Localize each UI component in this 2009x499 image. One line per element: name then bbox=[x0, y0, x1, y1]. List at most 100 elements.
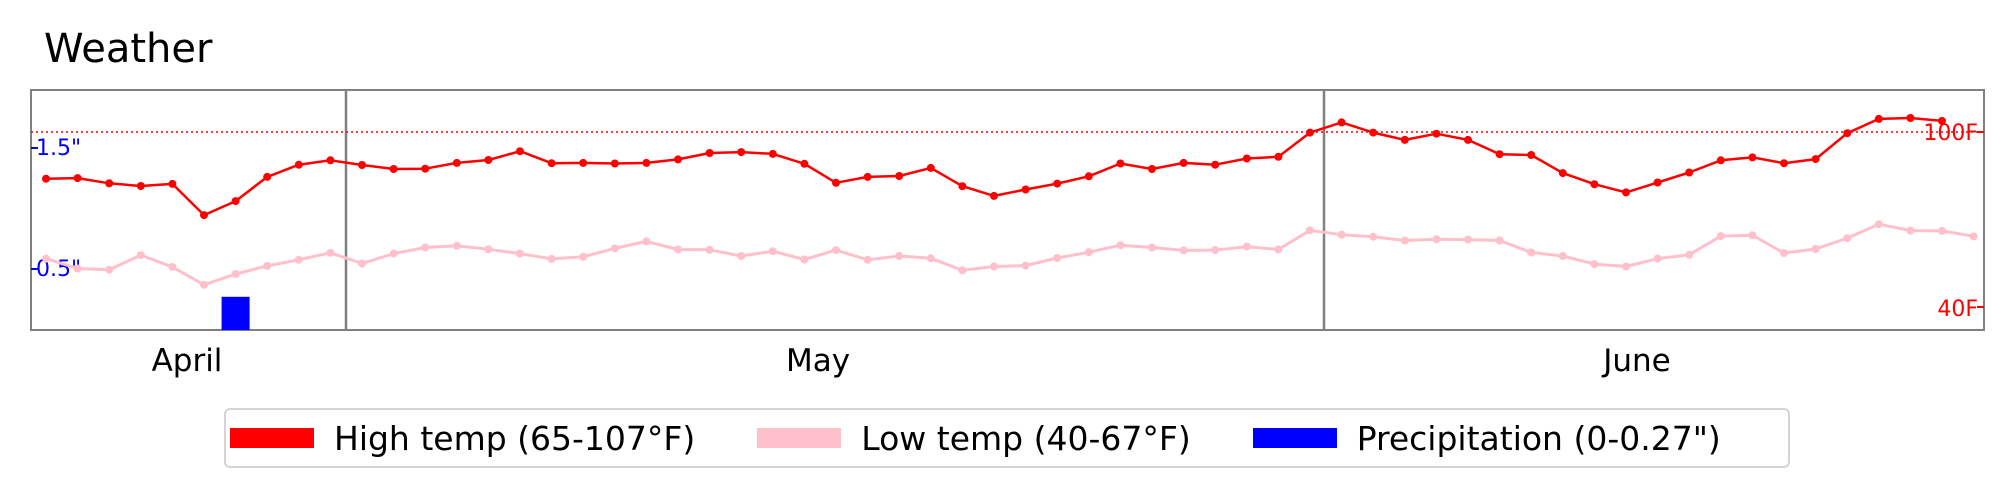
low-temp-point bbox=[1464, 235, 1472, 244]
high-temp-point bbox=[358, 161, 366, 169]
low-temp-point bbox=[800, 255, 809, 264]
high-temp-point bbox=[674, 155, 682, 164]
low-temp-point bbox=[863, 255, 872, 264]
temp-axis: 100F 40F bbox=[1923, 121, 1984, 322]
high-temp-point bbox=[1148, 165, 1156, 173]
low-temp-point bbox=[73, 264, 82, 273]
low-temp-point bbox=[1906, 226, 1915, 235]
low-temp-point bbox=[1179, 246, 1188, 255]
low-temp-point bbox=[1558, 252, 1567, 260]
precip-bars bbox=[221, 296, 250, 330]
low-temp-point bbox=[263, 261, 272, 270]
low-temp-point bbox=[1306, 226, 1314, 235]
precip-bar bbox=[221, 296, 250, 330]
low-temp-point bbox=[1780, 249, 1788, 257]
high-temp-point bbox=[1464, 135, 1472, 144]
high-temp-point bbox=[1021, 185, 1030, 194]
low-temp-point bbox=[610, 244, 619, 253]
high-temp-point bbox=[1084, 172, 1093, 181]
legend-swatch-high-temp bbox=[230, 428, 314, 448]
low-temp-point bbox=[1432, 235, 1441, 244]
low-temp-point bbox=[231, 270, 240, 278]
month-dividers bbox=[344, 90, 1326, 330]
low-temp-point bbox=[1622, 262, 1630, 271]
low-temp-point bbox=[452, 241, 461, 250]
low-temp-point bbox=[1242, 242, 1251, 251]
low-temp-point bbox=[1148, 243, 1156, 252]
legend-swatch-low-temp bbox=[757, 428, 842, 448]
high-temp-point bbox=[42, 174, 50, 183]
low-temp-point bbox=[516, 249, 524, 258]
high-temp-point bbox=[1685, 168, 1694, 177]
low-temp-point bbox=[200, 280, 208, 289]
high-temp-point bbox=[1874, 114, 1883, 123]
high-temp-point bbox=[1306, 128, 1314, 137]
high-temp-point bbox=[1274, 152, 1283, 161]
high-temp-point bbox=[168, 179, 177, 188]
month-label-june: June bbox=[1601, 343, 1671, 379]
high-temp-point bbox=[1811, 155, 1820, 164]
low-temp-point bbox=[358, 259, 366, 268]
month-label-may: May bbox=[786, 343, 850, 379]
high-temp-point bbox=[1780, 159, 1788, 168]
low-temp-point bbox=[294, 255, 303, 264]
legend-label-low-temp: Low temp (40-67°F) bbox=[861, 418, 1191, 458]
low-temp-point bbox=[1843, 234, 1852, 243]
high-temp-point bbox=[1053, 179, 1062, 188]
low-temp-point bbox=[484, 245, 493, 254]
low-temp-point bbox=[1969, 232, 1978, 241]
high-temp-point bbox=[1938, 116, 1946, 125]
low-temp-point bbox=[674, 245, 682, 254]
low-temp-line bbox=[45, 222, 1974, 287]
low-temp-point bbox=[105, 265, 114, 274]
high-temp-point bbox=[926, 163, 935, 172]
high-temp-point bbox=[1906, 114, 1915, 122]
legend-item-high-temp: High temp (65-107°F) bbox=[230, 419, 695, 458]
low-temp-point bbox=[926, 254, 935, 263]
legend-label-precipitation: Precipitation (0-0.27") bbox=[1356, 418, 1721, 458]
low-temp-point bbox=[1527, 248, 1536, 257]
high-temp-point bbox=[1242, 154, 1251, 163]
high-temp-point bbox=[579, 158, 588, 167]
high-temp-point bbox=[610, 159, 619, 168]
high-temp-point bbox=[832, 178, 840, 187]
low-temp-point bbox=[389, 249, 398, 258]
high-temp-point bbox=[326, 156, 335, 165]
low-temp-point bbox=[895, 252, 904, 260]
high-temp-point bbox=[1527, 151, 1536, 159]
low-temp-point bbox=[958, 266, 967, 275]
high-temp-point bbox=[1432, 129, 1441, 138]
low-temp-point bbox=[1653, 254, 1662, 263]
high-temp-point bbox=[1211, 160, 1220, 169]
high-temp-point bbox=[737, 148, 746, 157]
low-temp-point bbox=[1716, 232, 1725, 241]
low-temp-point bbox=[990, 262, 998, 271]
low-temp-point bbox=[1274, 245, 1283, 254]
precip-axis: 1.5" 0.5" bbox=[31, 136, 81, 282]
low-temp-point bbox=[1590, 260, 1599, 269]
high-temp-point bbox=[1369, 128, 1378, 137]
high-temp-point bbox=[105, 179, 114, 188]
low-temp-point bbox=[642, 237, 651, 246]
low-temp-point bbox=[326, 248, 335, 257]
high-temp-point bbox=[389, 165, 398, 173]
low-temp-point bbox=[768, 247, 777, 256]
high-temp-point bbox=[863, 172, 872, 181]
low-temp-point bbox=[737, 252, 746, 260]
low-temp-point bbox=[547, 254, 556, 263]
low-temp-point bbox=[1211, 246, 1220, 255]
high-temp-point bbox=[1179, 158, 1188, 167]
high-temp-point bbox=[1116, 159, 1125, 168]
high-temp-point bbox=[73, 174, 82, 183]
high-temp-point bbox=[958, 182, 967, 191]
low-temp-point bbox=[832, 246, 840, 255]
month-labels: April May June bbox=[152, 343, 1671, 379]
low-temp-point bbox=[705, 245, 714, 254]
high-temp-series bbox=[42, 114, 1946, 220]
temp-tick-label: 100F bbox=[1923, 121, 1978, 146]
high-temp-point bbox=[200, 211, 208, 220]
low-temp-point bbox=[1369, 232, 1378, 241]
low-temp-point bbox=[421, 243, 430, 252]
high-temp-point bbox=[263, 172, 272, 181]
high-temp-point bbox=[1495, 150, 1504, 159]
